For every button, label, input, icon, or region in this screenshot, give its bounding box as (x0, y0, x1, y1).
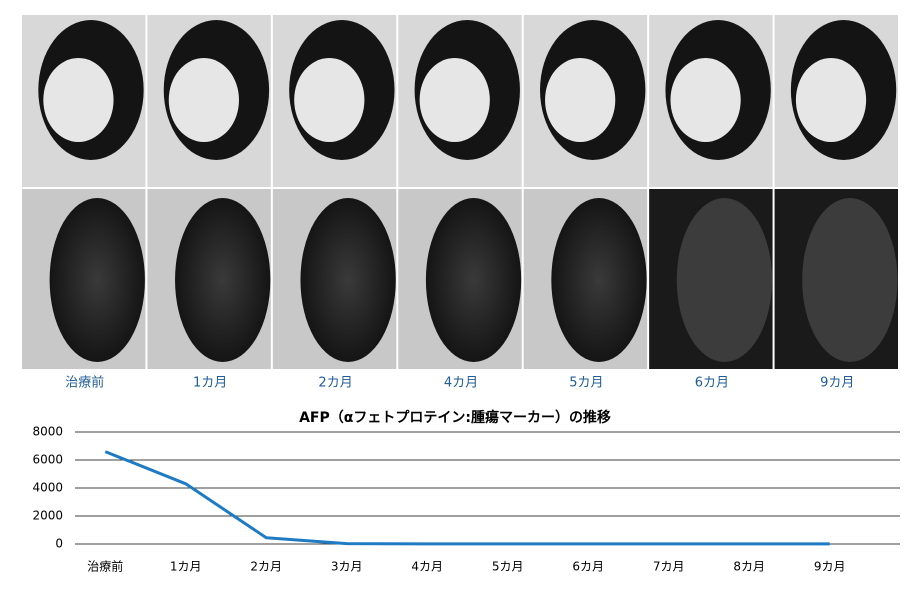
ct-heart (43, 58, 114, 142)
ct-lung (175, 198, 271, 362)
x-tick-label: 4カ月 (411, 560, 443, 574)
x-tick-label: 5カ月 (492, 560, 524, 574)
chart-title: AFP（αフェトプロテイン:腫瘍マーカー）の推移 (299, 409, 611, 426)
ct-heart (168, 58, 239, 142)
ct-lung (802, 198, 898, 362)
ct-label: 1カ月 (193, 376, 227, 391)
y-tick-label: 6000 (32, 453, 63, 467)
x-tick-label: 1カ月 (170, 560, 202, 574)
ct-lung (425, 198, 522, 362)
ct-label: 5カ月 (569, 376, 603, 391)
ct-heart (545, 58, 616, 142)
x-tick-label: 治療前 (87, 559, 123, 574)
ct-label: 9カ月 (820, 376, 854, 391)
ct-heart (795, 58, 867, 142)
ct-lung (49, 198, 145, 362)
x-tick-label: 2カ月 (250, 560, 282, 574)
ct-images: 治療前 1カ月 2カ月 4カ月 5カ月 6カ月 9カ月 (22, 15, 898, 391)
x-tick-label: 7カ月 (653, 560, 685, 574)
data-line (104, 450, 830, 546)
ct-heart (294, 58, 365, 142)
x-tick-label: 8カ月 (733, 560, 765, 574)
y-tick-label: 4000 (32, 481, 63, 495)
x-tick-label: 6カ月 (572, 560, 604, 574)
x-tick-label: 3カ月 (331, 560, 363, 574)
ct-label: 2カ月 (318, 376, 352, 391)
ct-heart (670, 58, 741, 142)
x-tick-label: 9カ月 (814, 560, 846, 574)
ct-lung (551, 198, 647, 362)
ct-heart (419, 58, 490, 142)
ct-label: 4カ月 (444, 376, 478, 391)
ct-label: 6カ月 (695, 376, 729, 391)
y-tick-label: 0 (55, 537, 63, 551)
ct-label: 治療前 (65, 375, 104, 391)
y-tick-label: 8000 (32, 425, 63, 439)
ct-lung (676, 198, 773, 362)
y-tick-label: 2000 (32, 509, 63, 523)
ct-lung (300, 198, 396, 362)
